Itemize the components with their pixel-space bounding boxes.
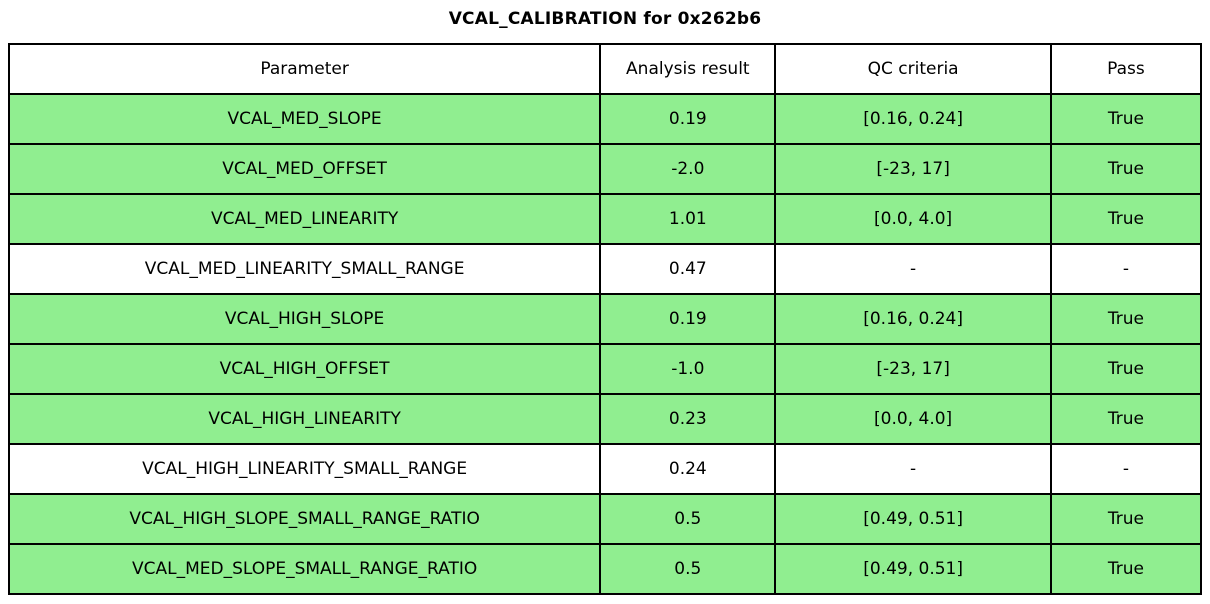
parameter-cell: VCAL_MED_OFFSET	[7, 143, 602, 195]
parameter-cell: VCAL_MED_SLOPE	[7, 93, 602, 145]
pass-cell: True	[1049, 193, 1203, 245]
criteria-cell: [0.49, 0.51]	[774, 493, 1052, 545]
criteria-cell: [0.49, 0.51]	[774, 543, 1052, 595]
criteria-cell: -	[774, 243, 1052, 295]
result-cell: 0.5	[599, 493, 777, 545]
pass-cell: True	[1049, 143, 1203, 195]
parameter-cell: VCAL_MED_LINEARITY_SMALL_RANGE	[7, 243, 602, 295]
page-title: VCAL_CALIBRATION for 0x262b6	[448, 9, 762, 29]
table-row: VCAL_MED_OFFSET -2.0 [-23, 17] True	[7, 143, 1203, 195]
pass-cell: -	[1049, 443, 1203, 495]
result-cell: -1.0	[599, 343, 777, 395]
parameter-cell: VCAL_HIGH_LINEARITY	[7, 393, 602, 445]
table-row: VCAL_HIGH_LINEARITY 0.23 [0.0, 4.0] True	[7, 393, 1203, 445]
criteria-cell: -	[774, 443, 1052, 495]
column-header-pass: Pass	[1049, 43, 1203, 95]
parameter-cell: VCAL_MED_LINEARITY	[7, 193, 602, 245]
table-row: VCAL_MED_SLOPE 0.19 [0.16, 0.24] True	[7, 93, 1203, 145]
table-row: VCAL_HIGH_LINEARITY_SMALL_RANGE 0.24 - -	[7, 443, 1203, 495]
parameter-cell: VCAL_HIGH_SLOPE_SMALL_RANGE_RATIO	[7, 493, 602, 545]
pass-cell: True	[1049, 543, 1203, 595]
parameter-cell: VCAL_HIGH_LINEARITY_SMALL_RANGE	[7, 443, 602, 495]
column-header-analysis-result: Analysis result	[599, 43, 777, 95]
pass-cell: True	[1049, 293, 1203, 345]
table-row: VCAL_HIGH_OFFSET -1.0 [-23, 17] True	[7, 343, 1203, 395]
parameter-cell: VCAL_MED_SLOPE_SMALL_RANGE_RATIO	[7, 543, 602, 595]
table-row: VCAL_MED_LINEARITY 1.01 [0.0, 4.0] True	[7, 193, 1203, 245]
result-cell: -2.0	[599, 143, 777, 195]
pass-cell: True	[1049, 343, 1203, 395]
pass-cell: True	[1049, 493, 1203, 545]
column-header-parameter: Parameter	[7, 43, 602, 95]
table-row: VCAL_MED_LINEARITY_SMALL_RANGE 0.47 - -	[7, 243, 1203, 295]
column-header-qc-criteria: QC criteria	[774, 43, 1052, 95]
criteria-cell: [0.16, 0.24]	[774, 293, 1052, 345]
parameter-cell: VCAL_HIGH_OFFSET	[7, 343, 602, 395]
criteria-cell: [0.16, 0.24]	[774, 93, 1052, 145]
result-cell: 0.47	[599, 243, 777, 295]
result-cell: 1.01	[599, 193, 777, 245]
table-row: VCAL_MED_SLOPE_SMALL_RANGE_RATIO 0.5 [0.…	[7, 543, 1203, 595]
table-row: VCAL_HIGH_SLOPE 0.19 [0.16, 0.24] True	[7, 293, 1203, 345]
parameter-cell: VCAL_HIGH_SLOPE	[7, 293, 602, 345]
result-cell: 0.24	[599, 443, 777, 495]
pass-cell: True	[1049, 393, 1203, 445]
pass-cell: -	[1049, 243, 1203, 295]
result-cell: 0.19	[599, 93, 777, 145]
result-cell: 0.23	[599, 393, 777, 445]
criteria-cell: [-23, 17]	[774, 143, 1052, 195]
qc-results-table: Parameter Analysis result QC criteria Pa…	[7, 43, 1203, 595]
pass-cell: True	[1049, 93, 1203, 145]
criteria-cell: [0.0, 4.0]	[774, 393, 1052, 445]
result-cell: 0.5	[599, 543, 777, 595]
criteria-cell: [0.0, 4.0]	[774, 193, 1052, 245]
table-header-row: Parameter Analysis result QC criteria Pa…	[7, 43, 1203, 95]
qc-table: Parameter Analysis result QC criteria Pa…	[7, 43, 1203, 595]
table-row: VCAL_HIGH_SLOPE_SMALL_RANGE_RATIO 0.5 [0…	[7, 493, 1203, 545]
result-cell: 0.19	[599, 293, 777, 345]
criteria-cell: [-23, 17]	[774, 343, 1052, 395]
